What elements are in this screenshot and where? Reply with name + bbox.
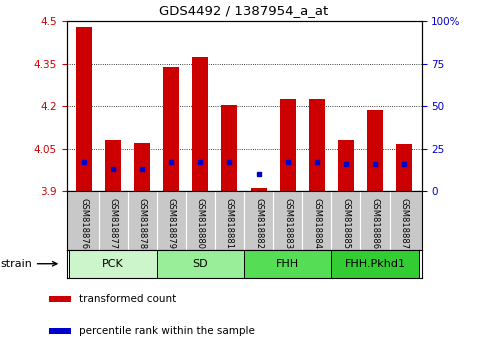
Text: strain: strain	[0, 259, 57, 269]
Text: GSM818880: GSM818880	[196, 198, 205, 249]
Text: GSM818887: GSM818887	[399, 198, 409, 249]
Text: FHH: FHH	[276, 259, 299, 269]
Title: GDS4492 / 1387954_a_at: GDS4492 / 1387954_a_at	[159, 4, 329, 17]
Bar	[331, 250, 419, 278]
Text: GSM818883: GSM818883	[283, 198, 292, 249]
Text: GSM818882: GSM818882	[254, 198, 263, 249]
Text: transformed count: transformed count	[79, 294, 176, 304]
Bar	[367, 110, 383, 191]
Bar	[244, 250, 331, 278]
Text: FHH.Pkhd1: FHH.Pkhd1	[345, 259, 405, 269]
Bar	[338, 140, 354, 191]
Text: GSM818884: GSM818884	[312, 198, 321, 249]
Text: GSM818876: GSM818876	[79, 198, 89, 249]
Text: GSM818881: GSM818881	[225, 198, 234, 249]
Bar	[70, 250, 157, 278]
Bar	[76, 27, 92, 191]
Bar	[280, 99, 296, 191]
Text: SD: SD	[193, 259, 208, 269]
Bar	[105, 140, 121, 191]
Bar	[49, 296, 71, 302]
Text: GSM818879: GSM818879	[167, 198, 176, 249]
Text: PCK: PCK	[102, 259, 124, 269]
Text: GSM818886: GSM818886	[370, 198, 380, 249]
Text: percentile rank within the sample: percentile rank within the sample	[79, 326, 255, 336]
Bar	[192, 57, 209, 191]
Bar	[221, 105, 238, 191]
Text: GSM818878: GSM818878	[138, 198, 147, 249]
Bar	[163, 67, 179, 191]
Bar	[250, 188, 267, 191]
Bar	[49, 328, 71, 334]
Bar	[396, 144, 412, 191]
Bar	[309, 99, 325, 191]
Text: GSM818885: GSM818885	[341, 198, 351, 249]
Text: GSM818877: GSM818877	[108, 198, 118, 249]
Bar	[157, 250, 244, 278]
Bar	[134, 143, 150, 191]
